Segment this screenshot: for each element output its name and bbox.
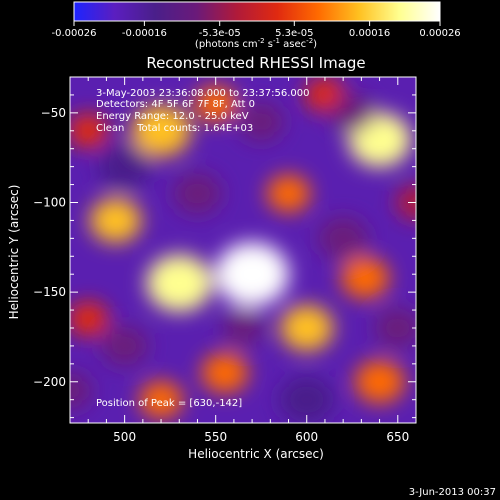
x-axis-label: Heliocentric X (arcsec): [188, 447, 324, 461]
negative-source: [395, 185, 416, 220]
annotation-clean: Clean Total counts: 1.64E+03: [96, 123, 253, 134]
colorbar: [73, 1, 441, 22]
bright-source: [340, 256, 390, 299]
annotation-detectors: Detectors: 4F 5F 6F 7F 8F, Att 0: [96, 99, 255, 110]
colorbar-tick-label: -0.00026: [52, 28, 97, 39]
bright-source: [215, 242, 289, 307]
colorbar-tick-label: 0.00016: [349, 28, 390, 39]
negative-source: [330, 94, 374, 132]
x-tick-label: 500: [113, 430, 136, 444]
annotation-time: 3-May-2003 23:36:08.000 to 23:37:56.000: [96, 88, 309, 99]
chart-title: Reconstructed RHESSI Image: [146, 54, 365, 72]
y-axis: −50 −100 −150 −200: [33, 94, 416, 419]
negative-source: [318, 216, 369, 260]
negative-source: [279, 376, 334, 423]
colorbar-tick-label: -0.00016: [122, 28, 167, 39]
x-axis: 500 550 600 650: [87, 77, 417, 444]
y-tick-label: −50: [41, 106, 66, 120]
bright-source: [70, 113, 109, 149]
x-tick-label: 650: [386, 430, 409, 444]
heatmap: [70, 77, 416, 423]
negative-source: [222, 309, 264, 347]
colorbar-tick-label: 5.3e-05: [275, 28, 313, 39]
bright-source: [139, 380, 183, 419]
negative-source: [173, 172, 222, 215]
bright-source: [266, 174, 311, 213]
bright-source: [70, 301, 109, 337]
heatmap-sources: [70, 77, 416, 423]
bright-source: [194, 85, 237, 123]
y-tick-label: −100: [33, 195, 66, 209]
colorbar-units: (photons cm-2 s-1 asec-2): [195, 37, 317, 50]
colorbar-tick-label: 0.00026: [419, 28, 460, 39]
colorbar-ticks: -0.00026 -0.00016 -5.3e-05 5.3e-05 0.00016 0.…: [52, 21, 461, 39]
negative-source: [238, 102, 284, 142]
y-tick-label: −150: [33, 285, 66, 299]
bright-source: [201, 352, 249, 394]
bright-source: [280, 304, 334, 351]
annotation-peak: Position of Peak = [630,-142]: [96, 398, 242, 409]
bright-source: [89, 198, 142, 243]
annotations: 3-May-2003 23:36:08.000 to 23:37:56.000 …: [96, 88, 309, 409]
annotation-energy: Energy Range: 12.0 - 25.0 keV: [96, 111, 249, 122]
y-axis-label: Heliocentric Y (arcsec): [7, 185, 21, 320]
negative-source: [374, 307, 416, 349]
bright-source: [131, 105, 191, 157]
negative-source: [101, 325, 148, 367]
bright-source: [354, 360, 405, 404]
x-tick-label: 600: [295, 430, 318, 444]
y-tick-label: −200: [33, 375, 66, 389]
negative-source: [98, 143, 152, 190]
plot-frame: [69, 76, 417, 424]
x-tick-label: 550: [204, 430, 227, 444]
bright-source: [146, 254, 213, 312]
footer-date: 3-Jun-2013 00:37: [409, 487, 496, 498]
colorbar-tick-label: -5.3e-05: [199, 28, 241, 39]
